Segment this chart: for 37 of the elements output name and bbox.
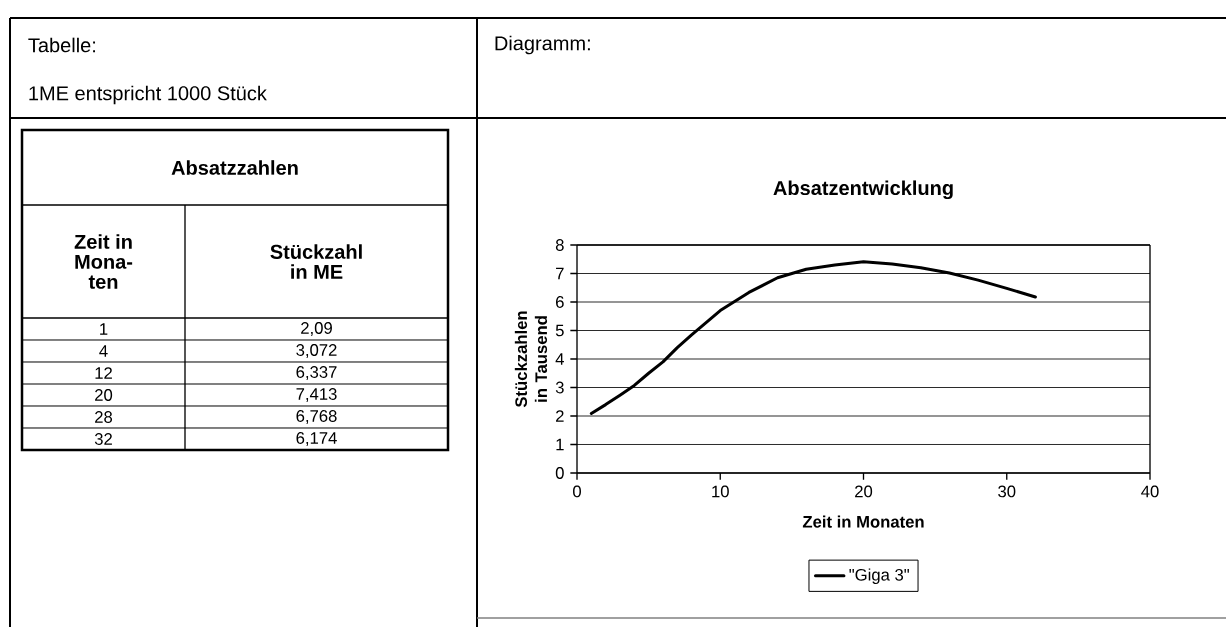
text: 20 bbox=[95, 389, 113, 401]
y-tick-label: 6 bbox=[556, 296, 564, 308]
text: 28 bbox=[95, 411, 113, 423]
x-tick-label: 10 bbox=[712, 485, 729, 498]
x-axis-title: Zeit in Monaten bbox=[802, 515, 924, 528]
y-axis-title: Stückzahlen in Tausend bbox=[514, 311, 548, 408]
text: 3,072 bbox=[296, 344, 337, 358]
legend-label: "Giga 3" bbox=[849, 568, 909, 584]
text: 1 bbox=[100, 323, 108, 335]
text: Zeit in Mona-ten bbox=[74, 234, 133, 289]
x-tick-label: 30 bbox=[998, 485, 1016, 498]
y-tick-label: 8 bbox=[555, 239, 564, 251]
text: 32 bbox=[94, 433, 112, 445]
chart-title: Absatzentwicklung bbox=[773, 180, 953, 200]
text: 12 bbox=[95, 367, 112, 379]
text: 6,174 bbox=[296, 432, 337, 446]
y-tick-label: 1 bbox=[556, 438, 564, 451]
y-tick-label: 7 bbox=[556, 267, 564, 280]
y-tick-label: 2 bbox=[556, 410, 564, 422]
text: 6,768 bbox=[296, 410, 337, 424]
x-tick-label: 0 bbox=[573, 485, 581, 498]
text: 2,09 bbox=[301, 322, 332, 336]
x-tick-label: 40 bbox=[1141, 485, 1159, 498]
line-series bbox=[589, 260, 1037, 415]
text: Diagramm: bbox=[495, 35, 590, 55]
x-tick-label: 20 bbox=[855, 485, 873, 498]
y-tick-label: 5 bbox=[555, 324, 564, 337]
text: 6,337 bbox=[296, 366, 337, 380]
text: Tabelle: bbox=[28, 37, 96, 53]
text: Stückzahl in ME bbox=[270, 244, 362, 279]
y-tick-label: 4 bbox=[555, 353, 564, 365]
text: 4 bbox=[99, 345, 108, 357]
y-tick-label: 3 bbox=[555, 381, 564, 394]
text: 7,413 bbox=[296, 388, 337, 402]
y-tick-label: 0 bbox=[555, 467, 564, 479]
text: 1ME entspricht 1000 Stück bbox=[29, 85, 267, 105]
text: Absatzzahlen bbox=[171, 160, 298, 175]
